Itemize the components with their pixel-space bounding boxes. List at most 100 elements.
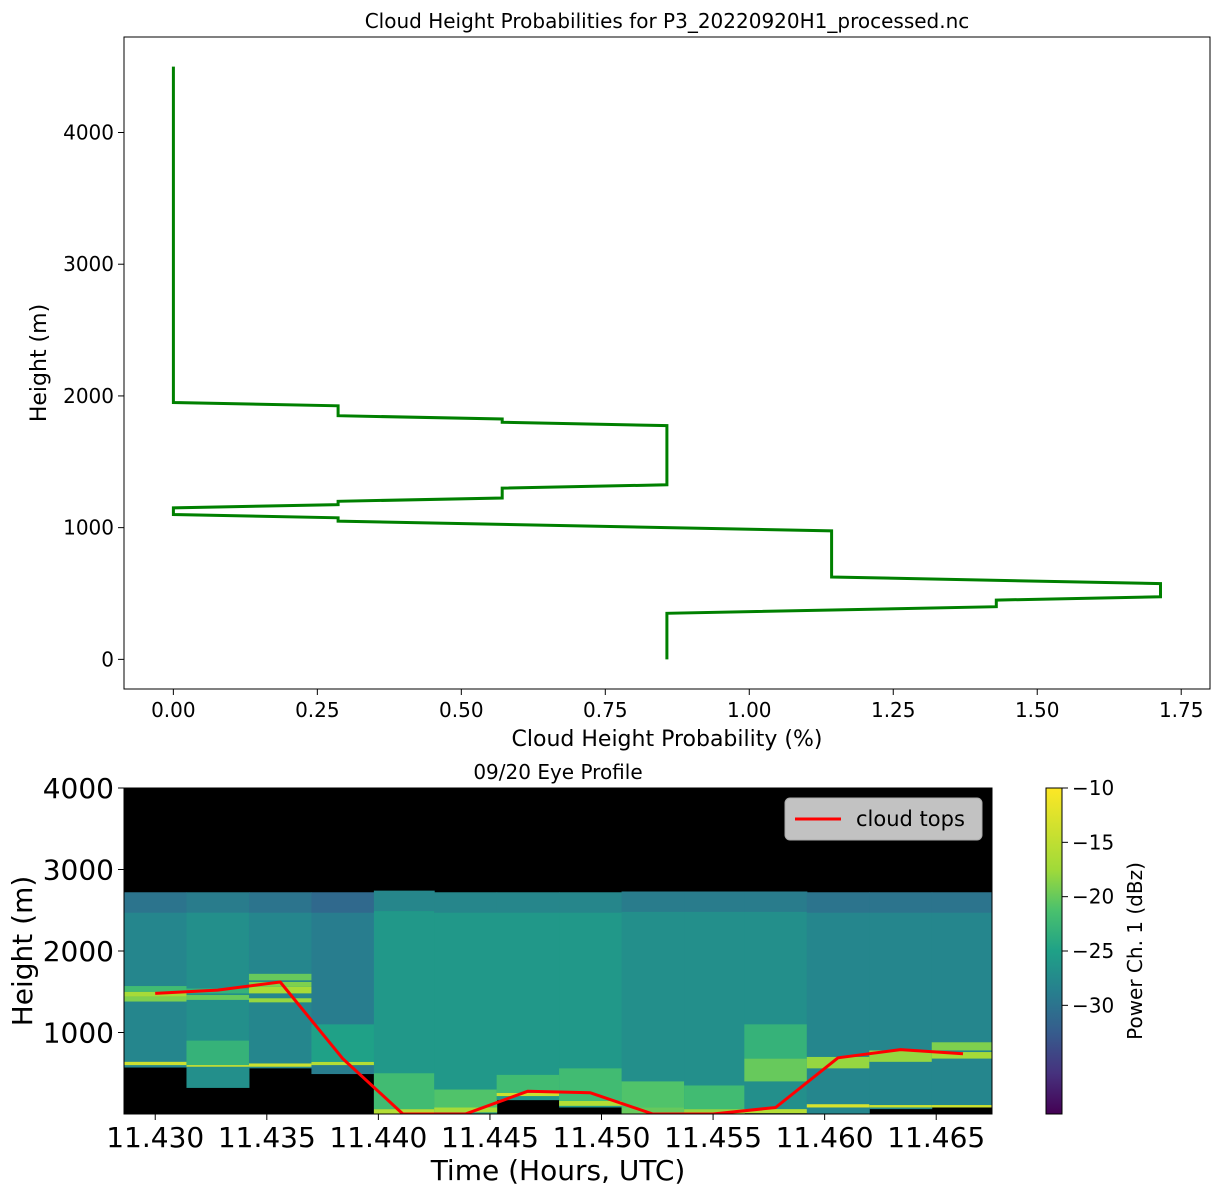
top-x-tick-label: 1.75 <box>1159 698 1204 722</box>
heatmap-column <box>124 892 187 1068</box>
heatmap-top-fade <box>744 891 808 912</box>
top-x-tick-label: 1.00 <box>727 698 772 722</box>
top-y-tick-label: 4000 <box>63 120 114 144</box>
colorbar-tick-label: −15 <box>1072 830 1114 854</box>
bottom-x-axis-label: Time (Hours, UTC) <box>430 1154 686 1187</box>
heatmap-band <box>806 1056 870 1069</box>
top-chart-title: Cloud Height Probabilities for P3_202209… <box>365 9 970 33</box>
heatmap-band <box>248 1063 312 1067</box>
bottom-y-tick-label: 3000 <box>43 854 114 887</box>
heatmap-band <box>434 1089 498 1108</box>
heatmap-band <box>621 1081 685 1108</box>
heatmap-top-fade <box>124 892 187 913</box>
heatmap-band <box>744 1058 808 1082</box>
top-x-axis-label: Cloud Height Probability (%) <box>512 727 823 752</box>
heatmap-top-fade <box>311 892 375 913</box>
heatmap-band <box>248 986 312 994</box>
heatmap-column <box>684 891 745 1114</box>
heatmap-top-fade <box>434 892 498 913</box>
legend: cloud tops <box>784 797 983 841</box>
heatmap-band <box>744 1109 808 1114</box>
heatmap-band <box>496 1092 560 1097</box>
heatmap-top-fade <box>806 892 870 913</box>
heatmap-band <box>311 1061 375 1066</box>
bottom-y-tick-label: 1000 <box>43 1017 114 1050</box>
heatmap-column <box>806 892 870 1114</box>
top-y-tick-label: 0 <box>101 647 114 671</box>
heatmap-band <box>621 1107 685 1114</box>
bottom-x-tick-label: 11.455 <box>664 1121 762 1154</box>
heatmap-top-fade <box>869 892 933 913</box>
heatmap-top-fade <box>248 892 312 913</box>
eye-profile-chart: 09/20 Eye Profile 11.430 11.435 11.440 11.4… <box>6 760 1147 1187</box>
heatmap-band <box>559 1068 623 1101</box>
heatmap-band <box>248 998 312 1003</box>
heatmap-band <box>124 1061 187 1066</box>
heatmap-column <box>496 892 560 1101</box>
top-plot-area <box>124 37 1210 689</box>
bottom-x-tick-label: 11.450 <box>553 1121 651 1154</box>
heatmap-band <box>186 995 250 1000</box>
heatmap-band <box>684 1085 745 1110</box>
heatmap-band <box>931 1052 992 1059</box>
heatmap-top-fade <box>373 890 435 912</box>
heatmap-band <box>559 1100 623 1106</box>
heatmap-band <box>248 973 312 981</box>
colorbar: −10 −15 −20 −25 −30 Power Ch. 1 (dBz) <box>1045 776 1147 1115</box>
probability-line <box>171 66 1162 660</box>
heatmap-column <box>434 892 498 1114</box>
heatmap-top-fade <box>684 891 745 912</box>
top-y-tick-label: 2000 <box>63 384 114 408</box>
bottom-x-tick-label: 11.430 <box>106 1121 204 1154</box>
top-x-tick-label: 0.50 <box>439 698 484 722</box>
heatmap-band <box>186 1040 250 1066</box>
bottom-x-tick-label: 11.440 <box>329 1121 427 1154</box>
top-x-tick-label: 0.00 <box>151 698 196 722</box>
bottom-y-tick-label: 2000 <box>43 935 114 968</box>
top-y-tick-label: 1000 <box>63 516 114 540</box>
cloud-tops-line <box>155 980 964 1114</box>
heatmap-top-fade <box>559 892 623 913</box>
heatmap-band <box>684 1109 745 1114</box>
top-plot-frame <box>123 36 1211 690</box>
heatmap-band <box>373 1073 435 1110</box>
heatmap-band <box>869 1050 933 1062</box>
heatmap-band <box>744 1024 808 1059</box>
colorbar-label: Power Ch. 1 (dBz) <box>1123 862 1147 1040</box>
top-x-tick-label: 0.25 <box>295 698 340 722</box>
top-x-tick-label: 0.75 <box>583 698 628 722</box>
heatmap-band <box>311 1024 375 1062</box>
heatmap-top-fade <box>931 892 992 913</box>
top-x-tick-label: 1.25 <box>871 698 916 722</box>
heatmap-column <box>931 892 992 1108</box>
top-y-axis-label: Height (m) <box>27 304 52 422</box>
heatmap-top-fade <box>621 891 685 912</box>
heatmap-band <box>869 1105 933 1108</box>
heatmap-band <box>931 1042 992 1051</box>
heatmap-band <box>496 1074 560 1093</box>
heatmap-band <box>373 1109 435 1114</box>
legend-label-cloud-tops: cloud tops <box>856 807 965 831</box>
heatmap-band <box>931 1105 992 1108</box>
heatmap-column <box>621 891 685 1114</box>
colorbar-tick-label: −10 <box>1072 776 1114 800</box>
colorbar-gradient <box>1045 787 1063 1115</box>
colorbar-tick-label: −30 <box>1072 993 1114 1017</box>
heatmap-column <box>869 892 933 1110</box>
bottom-x-tick-label: 11.445 <box>441 1121 539 1154</box>
heatmap-band <box>124 986 187 992</box>
heatmap-band <box>806 1104 870 1108</box>
bottom-x-tick-label: 11.465 <box>887 1121 985 1154</box>
bottom-x-tick-label: 11.460 <box>776 1121 874 1154</box>
top-x-tick-label: 1.50 <box>1015 698 1060 722</box>
heatmap-band <box>124 996 187 1002</box>
probability-chart: Cloud Height Probabilities for P3_202209… <box>27 9 1211 752</box>
bottom-x-tick-label: 11.435 <box>218 1121 316 1154</box>
colorbar-tick-label: −25 <box>1072 939 1114 963</box>
bottom-chart-title: 09/20 Eye Profile <box>473 760 642 784</box>
heatmap-top-fade <box>186 892 250 913</box>
heatmap-top-fade <box>496 892 560 913</box>
bottom-y-axis-label: Height (m) <box>6 876 39 1027</box>
bottom-y-tick-label: 4000 <box>43 772 114 805</box>
